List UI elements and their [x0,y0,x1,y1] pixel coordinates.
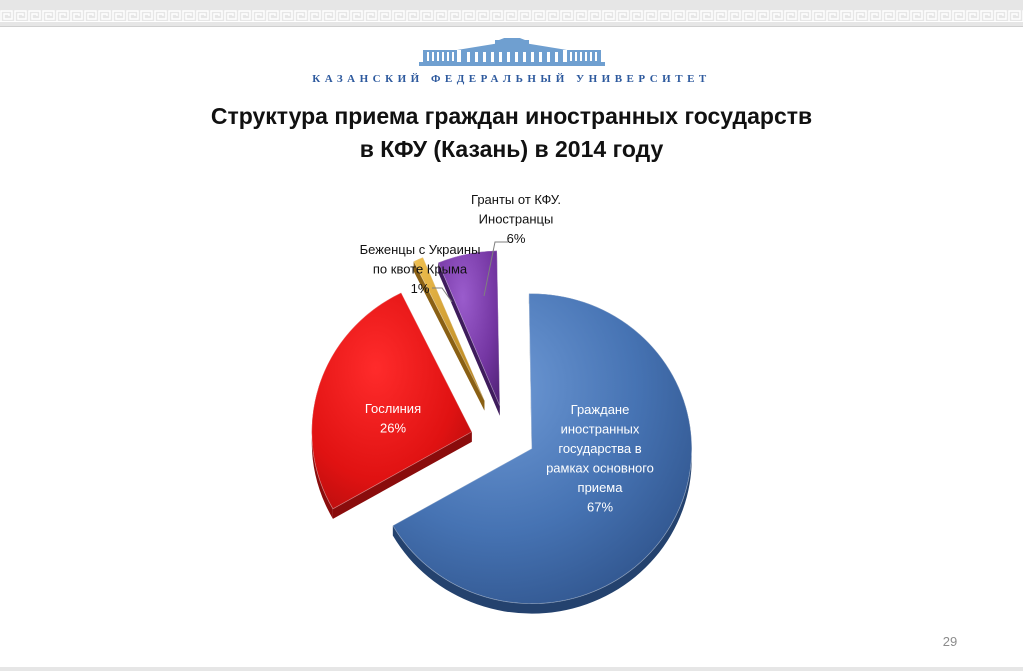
slice-goslinia-label-line: Гослиния [365,401,421,416]
slice-ukraine-refugees-wall [413,261,485,411]
slide-title-line-1: Структура приема граждан иностранных гос… [210,103,813,129]
page-number: 29 [942,634,958,649]
slice-kfu-grants [437,250,501,406]
slice-foreign-main-label: Граждане иностранных государства в рамках о… [546,402,654,515]
slice-goslinia-percent: 26% [380,421,406,436]
slice-ukraine-refugees-percent: 1% [411,281,430,296]
slice-foreign-main-label-line: приема [578,480,624,495]
slice-goslinia-label: Гослиния 26% [365,401,421,436]
slice-goslinia-wall [332,431,472,519]
slice-foreign-main-label-line: государства в [558,441,641,456]
slice-foreign-main-wall [528,293,532,459]
slice-foreign-main-label-line: Граждане [571,402,630,417]
slice-ukraine-refugees [413,256,485,401]
bottom-decorative-band [0,667,1023,671]
slice-ukraine-refugees-label-line: Беженцы с Украины [360,242,481,257]
slice-foreign-main-percent: 67% [587,500,613,515]
slice-kfu-grants-label: Гранты от КФУ. Иностранцы 6% [471,192,561,246]
top-decorative-band [0,0,1023,27]
slice-foreign-main-label-line: иностранных [561,422,640,437]
slice-ukraine-refugees-label: Беженцы с Украины по квоте Крыма 1% [360,242,481,296]
university-building-icon [418,38,605,66]
slice-goslinia [311,292,473,510]
slice-kfu-grants-label-line: Иностранцы [479,212,554,227]
slice-ukraine-refugees-leader-line [432,287,453,303]
slice-kfu-grants-leader-line [483,241,508,297]
slide-title: Структура приема граждан иностранных гос… [0,100,1023,166]
slice-kfu-grants-percent: 6% [507,231,526,246]
slice-foreign-main-label-line: рамках основного [546,461,654,476]
university-name: КАЗАНСКИЙ ФЕДЕРАЛЬНЫЙ УНИВЕРСИТЕТ [312,73,711,85]
slice-ukraine-refugees-label-line: по квоте Крыма [373,262,468,277]
meander-ornament [0,10,1023,22]
slide-title-line-2: в КФУ (Казань) в 2014 году [359,136,664,162]
slice-foreign-main [392,293,693,605]
university-logo [0,38,1023,68]
slice-kfu-grants-label-line: Гранты от КФУ. [471,192,561,207]
slice-kfu-grants-wall [438,262,500,416]
